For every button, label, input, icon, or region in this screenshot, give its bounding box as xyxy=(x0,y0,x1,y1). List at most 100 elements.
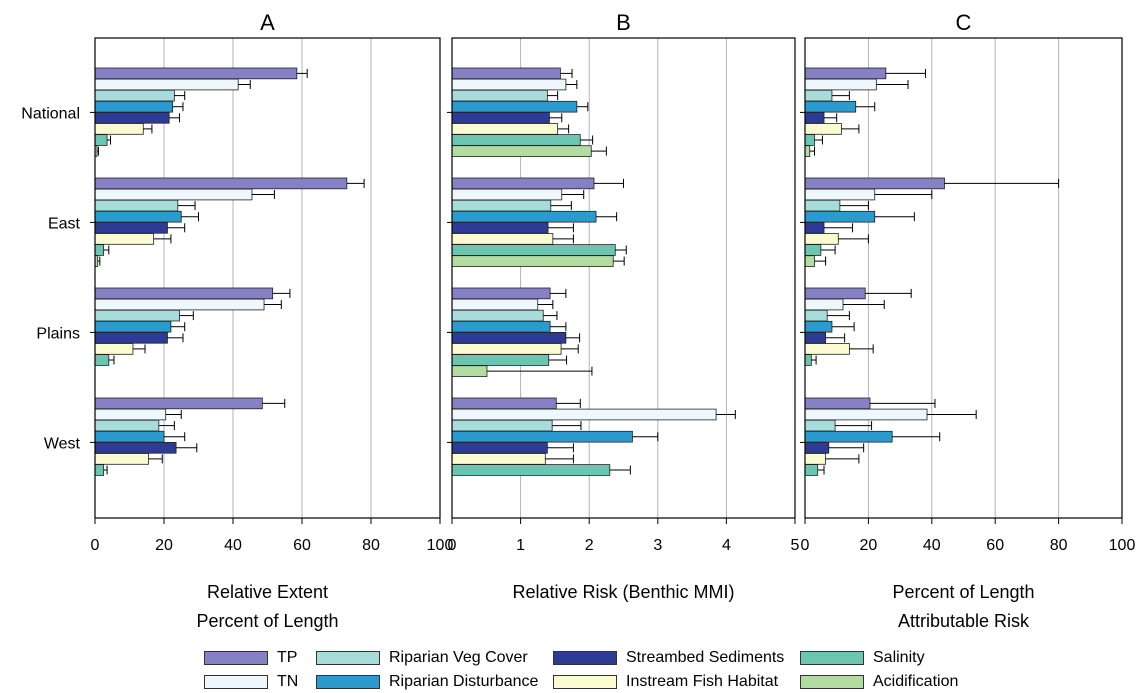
legend-item-riparian-disturbance: Riparian Disturbance xyxy=(316,672,538,692)
panel-a-bar-east-riparian-disturbance xyxy=(94,210,182,223)
panel-c-bar-plains-salinity xyxy=(804,354,812,366)
panel-c-bar-national-acidification xyxy=(804,145,811,157)
panel-a-bar-national-salinity xyxy=(94,134,108,146)
panel-c-bar-national-tp xyxy=(804,67,887,80)
legend-label-salinity: Salinity xyxy=(873,649,925,666)
panel-c-bar-national-tn xyxy=(804,78,877,91)
panel-c-tick-label: 20 xyxy=(860,537,878,554)
category-label-national: National xyxy=(21,105,80,122)
legend-item-tn: TN xyxy=(204,672,298,692)
legend-swatch-riparian-veg-cover xyxy=(316,651,380,665)
panel-b-bar-west-riparian-disturbance xyxy=(451,430,633,443)
panel-a-bar-national-tp xyxy=(94,67,298,80)
panel-c-bar-east-salinity xyxy=(804,244,822,256)
panel-b-bar-east-acidification xyxy=(451,255,614,267)
panel-b-bar-national-instream-fish-habitat xyxy=(451,123,559,135)
panel-c-bar-plains-streambed-sediments xyxy=(804,331,827,344)
category-label-east: East xyxy=(48,215,81,232)
panel-a-bar-east-instream-fish-habitat xyxy=(94,233,155,245)
panel-b-bar-national-riparian-veg-cover xyxy=(451,89,548,102)
panel-a-bar-national-tn xyxy=(94,78,239,91)
panel-a-bar-east-riparian-veg-cover xyxy=(94,199,179,212)
panel-b-bar-plains-tn xyxy=(451,298,539,311)
panel-a-bar-national-riparian-disturbance xyxy=(94,100,174,113)
panel-a-tick-label: 60 xyxy=(293,537,311,554)
panel-a-bar-west-salinity xyxy=(94,464,105,476)
panel-c-bar-plains-instream-fish-habitat xyxy=(804,343,850,355)
panel-a-bar-west-streambed-sediments xyxy=(94,441,177,454)
panel-b-bar-national-salinity xyxy=(451,134,581,146)
legend-label-instream-fish-habitat: Instream Fish Habitat xyxy=(626,673,779,690)
panel-c-bar-west-tn xyxy=(804,408,928,421)
category-label-plains: Plains xyxy=(36,325,80,342)
panel-c-bar-east-tn xyxy=(804,188,876,201)
panel-a-bar-plains-tp xyxy=(94,287,274,300)
panel-c-tick-label: 100 xyxy=(1109,537,1136,554)
panel-a-frame xyxy=(94,37,441,519)
legend-swatch-tp xyxy=(204,651,268,665)
legend-label-acidification: Acidification xyxy=(873,673,959,690)
panel-a-bar-west-tn xyxy=(94,408,167,421)
panel-a-bar-west-riparian-veg-cover xyxy=(94,419,160,432)
panel-a-xlabel: Relative Extent xyxy=(207,582,328,602)
panel-a-bar-west-riparian-disturbance xyxy=(94,430,165,443)
panel-a-tick-label: 0 xyxy=(91,537,100,554)
panel-b-bar-national-tn xyxy=(451,78,567,91)
panel-b-bar-west-streambed-sediments xyxy=(451,441,548,454)
legend: TP TN Riparian Veg Cover Riparian Distur… xyxy=(204,648,964,692)
panel-b-bar-east-tp xyxy=(451,177,595,190)
panel-b-bar-plains-riparian-veg-cover xyxy=(451,309,544,322)
legend-swatch-salinity xyxy=(800,651,864,665)
panel-c-tick-label: 0 xyxy=(801,537,810,554)
legend-swatch-streambed-sediments xyxy=(553,651,617,665)
panel-b-bar-east-riparian-veg-cover xyxy=(451,199,552,212)
panel-b-tick-label: 4 xyxy=(722,537,731,554)
panel-b-bar-national-riparian-disturbance xyxy=(451,100,578,113)
legend-label-streambed-sediments: Streambed Sediments xyxy=(626,649,785,666)
panel-b-bar-west-salinity xyxy=(451,464,611,476)
legend-label-tn: TN xyxy=(277,673,299,690)
panel-c-bar-national-instream-fish-habitat xyxy=(804,123,842,135)
panel-c-bar-west-streambed-sediments xyxy=(804,441,830,454)
panel-b-tick-label: 2 xyxy=(585,537,594,554)
panel-c-bar-plains-tn xyxy=(804,298,844,311)
panel-a-bar-east-salinity xyxy=(94,244,105,256)
panel-c-bar-west-riparian-disturbance xyxy=(804,430,893,443)
panel-c-bar-east-tp xyxy=(804,177,945,190)
panel-b-bar-east-instream-fish-habitat xyxy=(451,233,554,245)
panel-c-bar-east-riparian-veg-cover xyxy=(804,199,841,212)
panel-a-bar-national-streambed-sediments xyxy=(94,112,170,124)
panel-b-tick-label: 5 xyxy=(791,537,800,554)
panel-c-tick-label: 80 xyxy=(1050,537,1068,554)
panel-a-bar-national-instream-fish-habitat xyxy=(94,123,144,135)
legend-item-acidification: Acidification xyxy=(800,672,958,692)
panel-c-bar-west-tp xyxy=(804,397,871,410)
panel-a-tick-label: 20 xyxy=(155,537,173,554)
legend-label-riparian-veg-cover: Riparian Veg Cover xyxy=(389,649,528,666)
panel-c-bar-west-riparian-veg-cover xyxy=(804,419,836,432)
panel-a-bar-east-streambed-sediments xyxy=(94,221,168,234)
panel-a-bar-plains-riparian-disturbance xyxy=(94,320,172,333)
panel-b-bar-west-riparian-veg-cover xyxy=(451,419,553,432)
panel-b-bar-east-streambed-sediments xyxy=(451,221,549,234)
legend-swatch-instream-fish-habitat xyxy=(553,675,617,689)
panel-c-bar-west-salinity xyxy=(804,464,819,476)
panel-b-bar-plains-acidification xyxy=(451,365,488,377)
panel-b-bar-plains-riparian-disturbance xyxy=(451,320,551,333)
panel-b-bar-west-tp xyxy=(451,397,557,410)
panel-b-bar-national-acidification xyxy=(451,145,592,157)
panel-b-frame xyxy=(451,37,796,519)
panel-c-bar-plains-tp xyxy=(804,287,866,300)
panel-a-bar-east-tp xyxy=(94,177,348,190)
panel-c-bar-east-streambed-sediments xyxy=(804,221,825,234)
legend-item-instream-fish-habitat: Instream Fish Habitat xyxy=(553,672,778,692)
panel-b-tick-label: 1 xyxy=(516,537,525,554)
panel-b-bar-national-tp xyxy=(451,67,561,80)
panel-a-tick-label: 40 xyxy=(224,537,242,554)
panel-b-xlabel: Relative Risk (Benthic MMI) xyxy=(512,582,734,602)
panel-c-bar-national-riparian-disturbance xyxy=(804,100,857,113)
legend-item-streambed-sediments: Streambed Sediments xyxy=(553,648,784,668)
panel-a-bar-plains-riparian-veg-cover xyxy=(94,309,180,322)
